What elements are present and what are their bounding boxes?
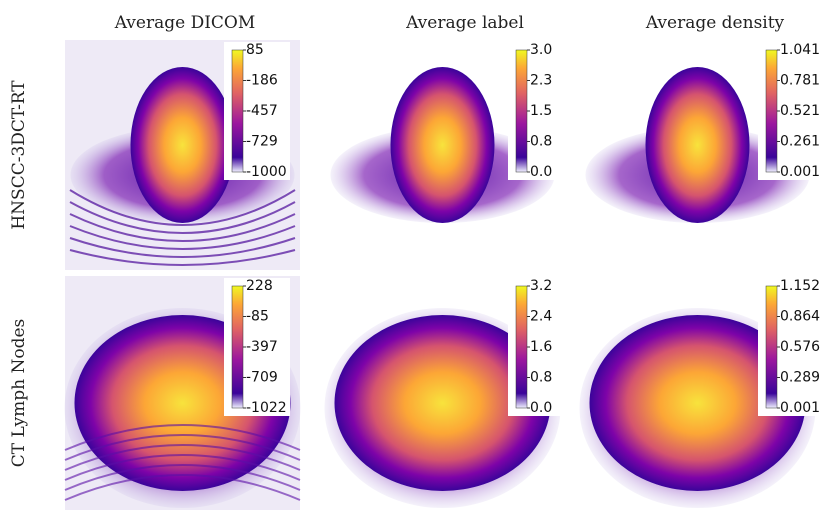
image-line bbox=[69, 249, 296, 266]
colorbar bbox=[515, 49, 528, 173]
colorbar-tick-label: 1.6 bbox=[530, 339, 552, 355]
colorbar-tick-label: 1.041 bbox=[780, 42, 820, 58]
image-line bbox=[69, 201, 296, 234]
row-label: CT Lymph Nodes bbox=[9, 319, 29, 467]
image-line bbox=[64, 474, 301, 501]
image-line bbox=[64, 454, 301, 481]
colorbar-tick-label: -1022 bbox=[246, 400, 287, 416]
colorbar-tick-label: 0.576 bbox=[780, 339, 820, 355]
colorbar-tick-label: 0.001 bbox=[780, 400, 820, 416]
colorbar-tick-label: 3.2 bbox=[530, 278, 552, 294]
panel-image bbox=[330, 67, 555, 223]
image-body bbox=[334, 315, 551, 491]
colorbar-tick-label: 3.0 bbox=[530, 42, 552, 58]
colorbar-tick-label: 0.0 bbox=[530, 164, 552, 180]
colorbar-tick-label: 1.5 bbox=[530, 103, 552, 119]
colorbar bbox=[765, 285, 778, 409]
column-title: Average DICOM bbox=[114, 13, 256, 33]
colorbar-tick-label: 0.289 bbox=[780, 370, 820, 386]
colorbar-tick-label: 228 bbox=[246, 278, 273, 294]
colorbar-tick-label: 0.8 bbox=[530, 134, 552, 150]
colorbar-tick-label: 2.4 bbox=[530, 309, 552, 325]
row-label: HNSCC-3DCT-RT bbox=[9, 80, 29, 230]
colorbar-tick-label: -85 bbox=[246, 309, 269, 325]
image-line bbox=[69, 213, 296, 242]
colorbar-tick-label: -1000 bbox=[246, 164, 287, 180]
image-line bbox=[69, 225, 296, 250]
panel-image bbox=[324, 308, 561, 508]
colorbar-tick-label: -457 bbox=[246, 103, 278, 119]
panel-image bbox=[585, 67, 810, 223]
colorbar-tick-label: -397 bbox=[246, 339, 278, 355]
image-head bbox=[390, 67, 495, 223]
colorbar-tick-label: 0.261 bbox=[780, 134, 820, 150]
colorbar-tick-label: 1.152 bbox=[780, 278, 820, 294]
colorbar bbox=[515, 285, 528, 409]
colorbar-tick-label: 0.521 bbox=[780, 103, 820, 119]
colorbar-tick-label: 0.781 bbox=[780, 73, 820, 89]
colorbar bbox=[231, 285, 244, 409]
colorbar-tick-label: 0.864 bbox=[780, 309, 820, 325]
colorbar bbox=[231, 49, 244, 173]
image-line bbox=[64, 464, 301, 491]
colorbar-tick-label: 0.001 bbox=[780, 164, 820, 180]
colorbar-tick-label: -186 bbox=[246, 73, 278, 89]
colorbar bbox=[765, 49, 778, 173]
panel-image bbox=[579, 308, 816, 508]
colorbar-tick-label: 2.3 bbox=[530, 73, 552, 89]
colorbar-tick-label: 0.0 bbox=[530, 400, 552, 416]
image-body bbox=[589, 315, 806, 491]
colorbar-tick-label: 0.8 bbox=[530, 370, 552, 386]
colorbar-tick-label: -729 bbox=[246, 134, 278, 150]
image-line bbox=[69, 237, 296, 258]
image-head bbox=[645, 67, 750, 223]
colorbar-tick-label: 85 bbox=[246, 42, 264, 58]
image-line bbox=[69, 189, 296, 226]
image-line bbox=[64, 434, 301, 461]
image-head bbox=[130, 67, 235, 223]
image-line bbox=[64, 444, 301, 471]
column-title: Average label bbox=[405, 13, 524, 33]
colorbar-tick-label: -709 bbox=[246, 370, 278, 386]
column-title: Average density bbox=[645, 13, 785, 33]
image-line bbox=[64, 424, 301, 451]
